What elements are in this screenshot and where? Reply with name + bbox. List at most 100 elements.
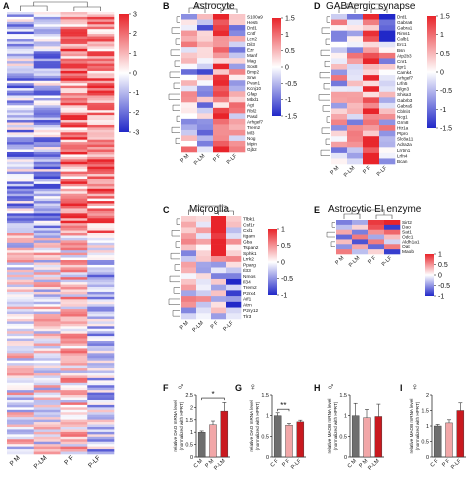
row-label: Hes5 (247, 20, 258, 25)
heatmap-cell (197, 36, 214, 42)
heatmap-cell (213, 140, 230, 147)
heatmap-cell (87, 311, 115, 315)
heatmap-cell (347, 119, 364, 126)
heatmap-cell (33, 12, 61, 15)
heatmap-cell (60, 333, 88, 337)
bar (296, 421, 305, 458)
heatmap-cell (363, 52, 380, 59)
heatmap-cell (7, 382, 35, 386)
heatmap-cell (60, 257, 88, 261)
row-label: Gjb2 (247, 147, 257, 152)
heatmap-cell (33, 164, 61, 167)
heatmap-cell (229, 25, 246, 31)
g-d-colorbar-tick-label: -1 (440, 107, 446, 114)
heatmap-cell (33, 412, 61, 416)
heatmap-cell (7, 412, 35, 416)
heatmap-cell (33, 449, 61, 452)
heatmap-cell (7, 409, 35, 413)
heatmap-cell (87, 323, 115, 327)
heatmap-cell (33, 174, 61, 177)
x-tick-label: C F (270, 458, 281, 469)
panel-e-title: Astrocytic EI enzyme (328, 204, 422, 215)
heatmap-cell (379, 30, 396, 37)
g-c-colorbar-tick-label: 1 (281, 227, 285, 234)
heatmap-cell (336, 220, 353, 226)
row-label: Manf (247, 53, 258, 58)
heatmap-cell (87, 277, 115, 280)
heatmap-cell (60, 255, 88, 258)
heatmap-cell (363, 64, 380, 70)
heatmap-cell (7, 149, 35, 153)
heatmap-cell (60, 203, 88, 207)
bar-chart-i: 0 0.5 1 1.5 2 relative MAOB mRNA level (normal… (409, 393, 466, 471)
heatmap-cell (33, 247, 61, 251)
heatmap-cell (33, 311, 61, 315)
row-label: Nlgn3 (397, 87, 409, 92)
heatmap-cell (7, 61, 35, 64)
y-axis-label: (normalized with HPRT) (333, 401, 338, 450)
heatmap-cell (60, 267, 88, 271)
significance-label: ** (280, 401, 286, 410)
heatmap-cell (60, 331, 88, 334)
heatmap-cell (229, 69, 246, 76)
g-d-dendro-link (322, 105, 330, 112)
row-label: Calb1 (397, 37, 409, 42)
heatmap-cell (229, 102, 246, 109)
heatmap-cell (33, 326, 61, 330)
heatmap-cell (7, 169, 35, 172)
heatmap-cell (7, 220, 35, 224)
row-label: Atrn (243, 302, 252, 308)
heatmap-cell (60, 279, 88, 283)
heatmap-cell (33, 203, 61, 207)
heatmap-cell (87, 419, 115, 423)
heatmap-cell (7, 291, 35, 295)
heatmap-cell (60, 102, 88, 106)
heatmap-cell (33, 348, 61, 352)
heatmap-cell (33, 100, 61, 104)
heatmap-cell (60, 382, 88, 386)
heatmap-cell (87, 343, 115, 347)
heatmap-cell (87, 166, 115, 170)
heatmap-cell (211, 290, 227, 297)
heatmap-cell (87, 385, 115, 388)
heatmap-cell (33, 252, 61, 256)
heatmap-cell (33, 451, 61, 455)
heatmap-cell (7, 228, 35, 231)
heatmap-cell (181, 135, 198, 142)
heatmap-cell (213, 19, 230, 26)
row-label: Kcnj10 (247, 86, 261, 91)
y-tick-label: 1 (190, 430, 193, 436)
row-label: Drd1 (247, 25, 257, 30)
heatmap-cell (87, 144, 115, 148)
heatmap-cell (87, 260, 115, 263)
significance-bracket (277, 408, 290, 412)
panel-f-sex: ♂ (177, 382, 185, 393)
heatmap-cell (379, 14, 396, 20)
heatmap-cell (331, 147, 348, 154)
heatmap-cell (60, 161, 88, 165)
row-label: Arhgef7 (247, 119, 264, 124)
heatmap-cell (60, 80, 88, 84)
heatmap-cell (211, 278, 227, 285)
heatmap-cell (60, 208, 88, 212)
y-tick-label: 1.5 (261, 393, 269, 399)
heatmap-cell (33, 267, 61, 271)
heatmap-cell (87, 196, 115, 199)
heatmap-cell (33, 83, 61, 86)
heatmap-cell (7, 78, 35, 82)
heatmap-cell (181, 69, 198, 76)
bar-chart-f: 0 0.5 1 1.5 2 2.5 relative DAO mRNA level (norm… (173, 390, 230, 472)
heatmap-cell (60, 449, 88, 452)
heatmap-cell (7, 93, 35, 96)
heatmap-cell (60, 220, 88, 224)
heatmap-cell (7, 304, 35, 307)
heatmap-cell (60, 301, 88, 305)
row-label: Lcn2 (247, 36, 257, 41)
heatmap-cell (197, 146, 214, 153)
heatmap-cell (87, 198, 115, 202)
heatmap-cell (347, 14, 364, 20)
heatmap-cell (211, 216, 227, 223)
bar (209, 424, 217, 458)
heatmap-cell (347, 58, 364, 65)
heatmap-cell (87, 282, 115, 285)
